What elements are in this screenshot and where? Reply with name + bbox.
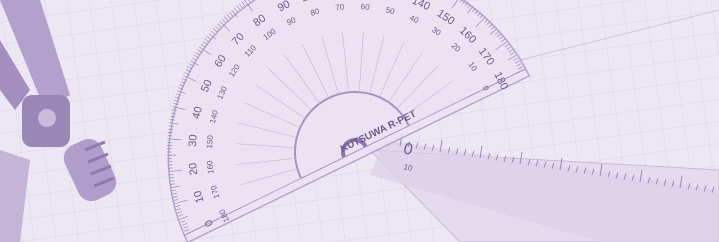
photo: 0 10 KUTSUWA R-PET 010203040506070809010… — [0, 0, 719, 242]
scale-label: 60 — [360, 2, 370, 12]
scale-label: 30 — [187, 134, 200, 147]
scale-label: 150 — [205, 134, 215, 148]
page: 0 10 KUTSUWA R-PET 010203040506070809010… — [0, 0, 719, 242]
scale-label: 70 — [335, 2, 345, 12]
scale-label: 160 — [205, 160, 215, 175]
scale-label: 20 — [187, 162, 200, 175]
